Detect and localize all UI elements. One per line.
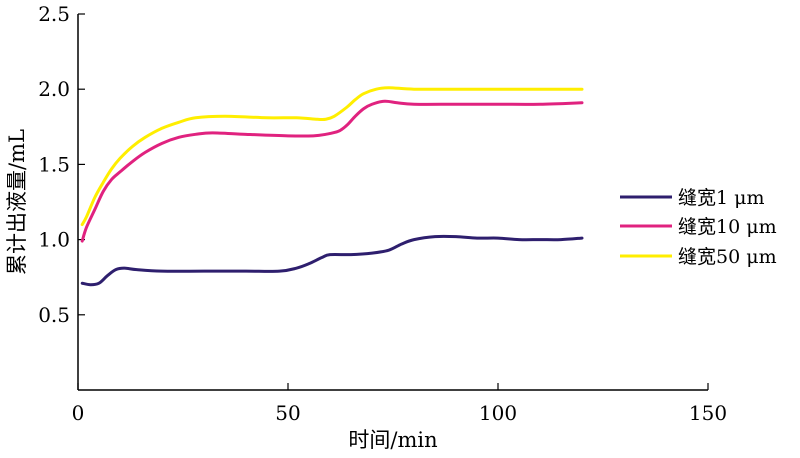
x-tick-label: 100 — [479, 401, 517, 425]
y-tick-label: 1.5 — [38, 152, 70, 176]
ticks: 0 50 100 150 0.5 1.0 1.5 2.0 2.5 — [38, 2, 727, 425]
y-tick-label: 0.5 — [38, 303, 70, 327]
x-tick-label: 50 — [275, 401, 300, 425]
series-line — [80, 99, 584, 243]
y-tick-label: 2.5 — [38, 2, 70, 26]
y-tick-label: 1.0 — [38, 228, 70, 252]
legend-label: 缝宽10 μm — [678, 216, 777, 238]
x-axis-title: 时间/min — [348, 428, 437, 452]
series-layer — [80, 86, 584, 287]
legend: 缝宽1 μm 缝宽10 μm 缝宽50 μm — [620, 187, 777, 268]
x-tick-label: 0 — [72, 401, 85, 425]
y-tick-label: 2.0 — [38, 77, 70, 101]
y-axis-title: 累计出液量/mL — [5, 129, 29, 275]
series-line — [80, 86, 584, 227]
axes — [77, 14, 708, 391]
legend-label: 缝宽1 μm — [678, 187, 765, 209]
x-tick-label: 150 — [689, 401, 727, 425]
legend-label: 缝宽50 μm — [678, 246, 777, 268]
series-line — [80, 234, 584, 287]
